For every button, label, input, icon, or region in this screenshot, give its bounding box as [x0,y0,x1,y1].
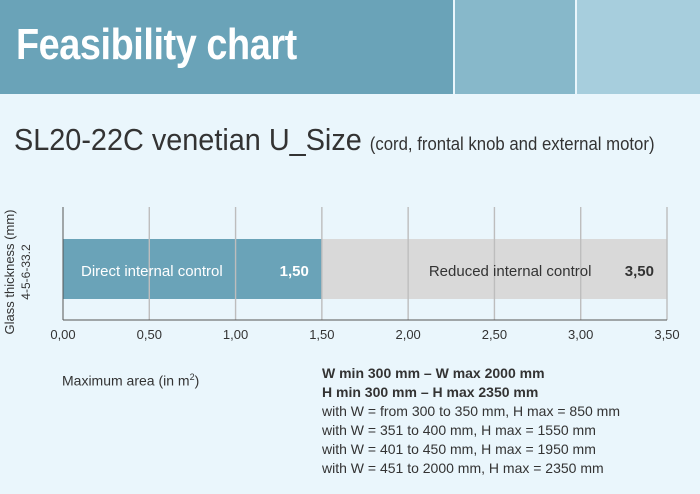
subtitle-main: SL20-22C venetian U_Size [14,122,362,157]
x-tick-label: 0,00 [50,327,75,342]
chart-subtitle: SL20-22C venetian U_Size (cord, frontal … [14,122,655,158]
x-axis-label-sup: 2 [189,372,195,382]
x-axis-label: Maximum area (in m2) [62,372,199,389]
x-tick-label: 1,50 [309,327,334,342]
x-tick-label: 2,00 [395,327,420,342]
constraint-line: with W = from 300 to 350 mm, H max = 850… [322,403,620,419]
series-label-direct: Direct internal control [81,263,223,280]
header-segment [577,0,700,94]
dimension-constraints: W min 300 mm – W max 2000 mm H min 300 m… [322,364,620,478]
x-tick-label: 3,50 [654,327,679,342]
x-axis-label-text: Maximum area (in m [62,372,190,389]
x-tick-label: 1,00 [223,327,248,342]
series-label-reduced: Reduced internal control [429,263,592,280]
value-label-reduced: 3,50 [625,263,654,280]
constraint-line: with W = 351 to 400 mm, H max = 1550 mm [322,422,596,438]
header-segment [455,0,575,94]
x-tick-label: 2,50 [482,327,507,342]
value-label-direct: 1,50 [280,263,309,280]
x-axis-label-close: ) [194,372,200,389]
x-tick-label: 0,50 [137,327,162,342]
bar-direct [63,239,322,299]
x-tick-label: 3,00 [568,327,593,342]
width-limits: W min 300 mm – W max 2000 mm [322,365,545,381]
subtitle-note: (cord, frontal knob and external motor) [369,134,655,154]
constraint-line: with W = 451 to 2000 mm, H max = 2350 mm [322,460,604,476]
constraint-line: with W = 401 to 450 mm, H max = 1950 mm [322,441,596,457]
height-limits: H min 300 mm – H max 2350 mm [322,384,539,400]
page-title: Feasibility chart [16,20,297,69]
header-segment [0,0,453,94]
header-banner: Feasibility chart [0,0,700,94]
